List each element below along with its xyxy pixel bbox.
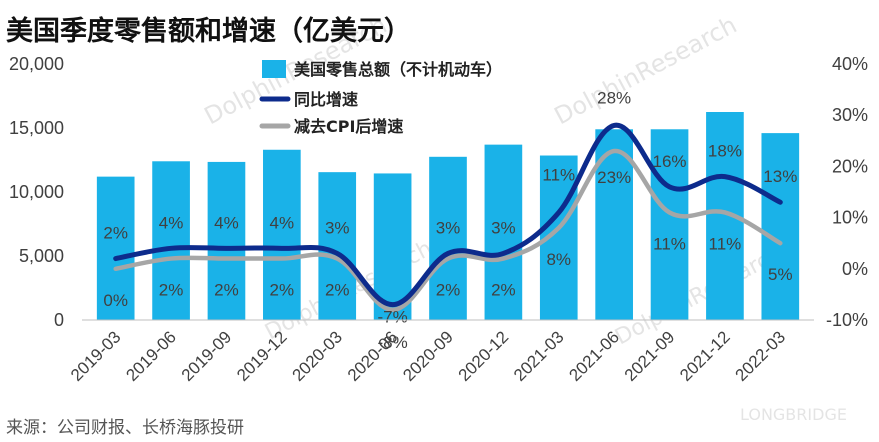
cpi-label-2021-03: 8% [546,250,571,269]
source-note: 来源：公司财报、长桥海豚投研 [6,418,244,438]
y-right-tick-5: 40% [832,54,868,74]
bar-2020-12 [484,144,523,320]
x-tick-2021-03: 2021-03 [510,327,568,385]
x-tick-2019-06: 2019-06 [122,327,180,385]
yoy-label-2021-03: 11% [542,165,575,184]
legend-label-retail-sales: 美国零售总额（不计机动车） [294,60,502,79]
y-right-tick-0: -10% [826,310,868,330]
watermark-dolphin-low-1: DolphinResearch [611,241,786,350]
yoy-label-2021-12: 18% [708,142,742,161]
yoy-label-2019-12: 4% [270,213,295,232]
y-left-tick-0: 0 [54,310,64,330]
yoy-label-2019-09: 4% [214,213,239,232]
bar-2019-06 [152,161,190,320]
x-tick-2020-06: 2020-06 [344,327,402,385]
bar-2021-09 [650,129,689,320]
yoy-label-2021-09: 16% [653,152,687,171]
y-left-tick-2: 10,000 [9,182,64,202]
y-left-tick-3: 15,000 [9,118,64,138]
x-tick-2020-03: 2020-03 [289,327,347,385]
legend-label-cpi-adjusted: 减去CPI后增速 [294,117,403,136]
x-tick-2019-12: 2019-12 [233,327,291,385]
x-tick-2019-09: 2019-09 [178,327,236,385]
bar-2019-12 [263,149,301,320]
yoy-label-2022-03: 13% [763,167,797,186]
yoy-label-2020-03: 3% [325,218,350,237]
bar-2020-03 [318,172,357,320]
y-right-tick-3: 20% [832,156,868,176]
line-cpi-adjusted-growth [113,148,783,313]
bar-2020-06 [373,173,412,320]
y-right-tick-1: 0% [842,259,868,279]
yoy-label-2020-06: -7% [377,308,407,327]
cpi-label-2020-06: -8% [377,333,407,352]
y-right-tick-4: 30% [832,105,868,125]
yoy-label-2019-06: 4% [159,213,184,232]
bar-2020-09 [429,156,467,320]
y-right-tick-2: 10% [832,208,868,228]
y-left-tick-4: 20,000 [9,54,64,74]
x-tick-2021-06: 2021-06 [565,327,623,385]
legend-swatch-retail-sales [262,60,286,78]
watermark-longbridge: LONGBRIDGE [740,405,847,424]
cpi-label-2021-09: 11% [653,234,686,253]
yoy-label-2020-09: 3% [436,218,461,237]
cpi-label-2019-12: 2% [270,281,295,300]
yoy-label-2021-06: 28% [597,88,631,107]
x-tick-2020-09: 2020-09 [399,327,457,385]
bar-2022-03 [761,133,800,320]
cpi-label-2021-06: 23% [597,168,631,187]
x-tick-2022-03: 2022-03 [732,327,790,385]
x-tick-2020-12: 2020-12 [455,327,513,385]
legend-label-yoy: 同比增速 [294,90,358,109]
cpi-label-2020-09: 2% [436,281,461,300]
cpi-label-2022-03: 5% [768,265,793,284]
cpi-label-2021-12: 11% [709,234,742,253]
cpi-label-2020-12: 2% [491,281,516,300]
y-left-tick-1: 5,000 [19,246,64,266]
bar-2019-03 [96,176,135,320]
cpi-label-2019-06: 2% [159,281,184,300]
x-tick-2021-12: 2021-12 [676,327,734,385]
line-yoy-growth [113,122,783,308]
cpi-label-2020-03: 2% [325,281,350,300]
x-tick-2019-03: 2019-03 [67,327,125,385]
bar-2019-09 [207,161,246,320]
chart-title: 美国季度零售额和增速（亿美元） [6,15,411,47]
cpi-label-2019-09: 2% [214,281,239,300]
cpi-label-2019-03: 0% [103,291,128,310]
yoy-label-2019-03: 2% [103,224,128,243]
yoy-label-2020-12: 3% [491,218,516,237]
